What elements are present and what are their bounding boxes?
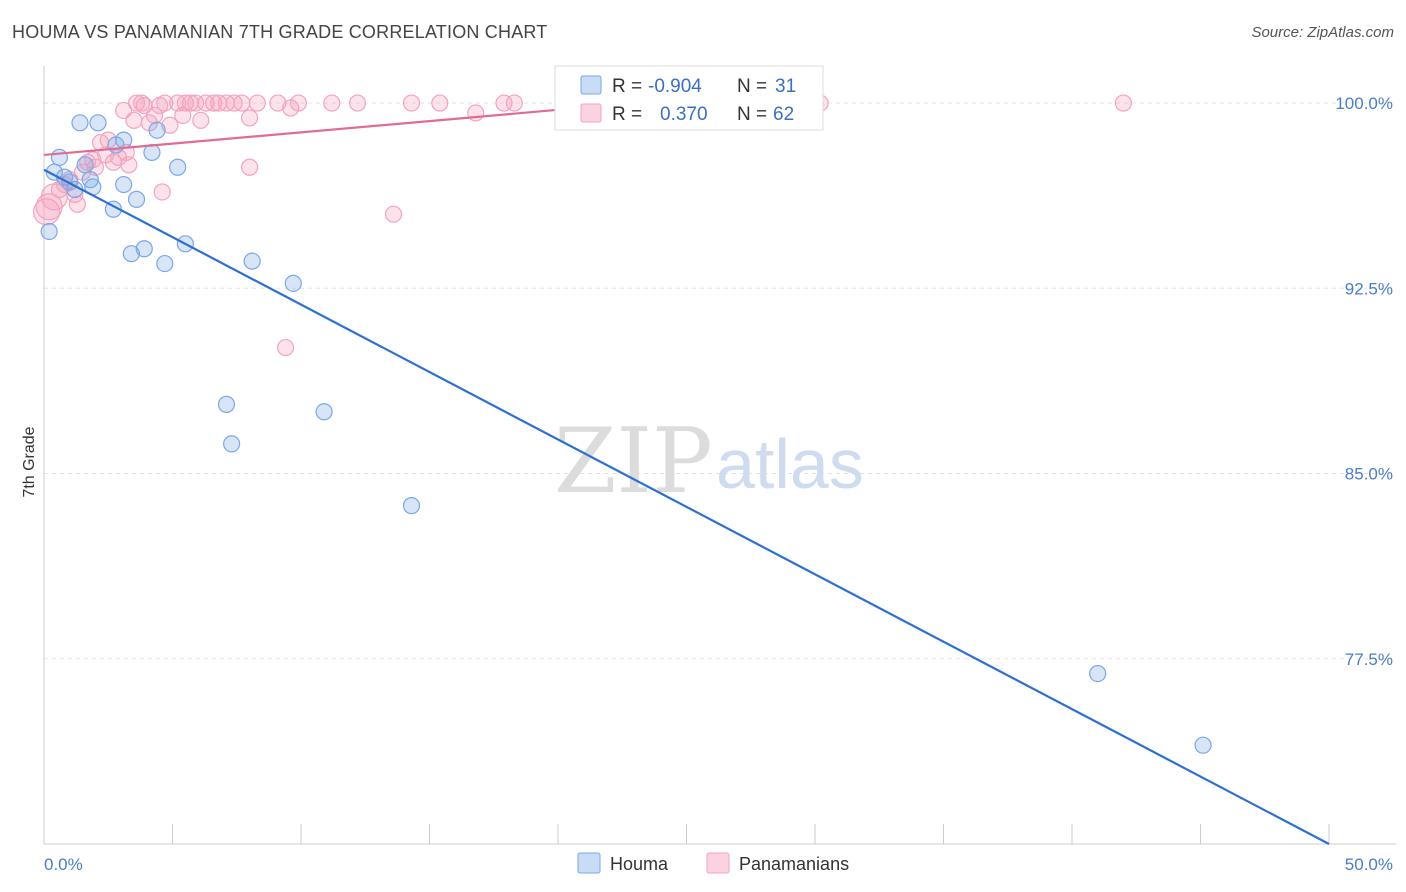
panamanian-point-59 (241, 158, 259, 176)
trend-lines (43, 101, 1330, 845)
panamanian-point-28 (161, 116, 179, 134)
panamanian-point-34 (192, 111, 210, 129)
panamanian-point-25 (145, 106, 164, 124)
panamanian-point-48 (402, 94, 421, 112)
panamanian-point-43 (269, 94, 287, 112)
panamanian-point-45 (289, 94, 308, 112)
y-tick-label-3: 100.0% (1335, 94, 1393, 113)
houma-point-20 (156, 254, 174, 273)
houma-point-26 (284, 274, 302, 292)
panamanian-point-0 (32, 198, 61, 226)
panamanian-point-27 (156, 94, 174, 112)
houma-point-16 (127, 190, 146, 208)
houma-point-0 (40, 222, 58, 241)
legend-r-value-panamanian: 0.370 (660, 104, 708, 125)
panamanian-point-42 (248, 94, 266, 112)
panamanian-point-20 (125, 111, 143, 129)
chart-title: HOUMA VS PANAMANIAN 7TH GRADE CORRELATIO… (12, 22, 548, 42)
panamanian-point-52 (505, 94, 523, 112)
legend-r-value-houma: -0.904 (648, 76, 702, 97)
series-swatch-panamanian (706, 852, 730, 874)
y-tick-label-0: 77.5% (1345, 650, 1393, 669)
y-tick-label-1: 85.0% (1345, 465, 1393, 484)
panamanian-point-49 (431, 94, 449, 112)
panamanian-point-57 (1114, 94, 1133, 112)
panamanian-point-7 (68, 195, 87, 213)
panamanian-point-60 (276, 338, 295, 357)
panamanian-point-36 (205, 94, 223, 112)
houma-point-6 (71, 114, 89, 132)
houma-point-14 (115, 131, 133, 149)
legend-n-label-houma: N = (737, 76, 767, 97)
houma-point-27 (315, 403, 333, 421)
series-legend: Houma Panamanians (577, 852, 849, 874)
houma-point-23 (217, 395, 236, 413)
panamanian-point-40 (233, 94, 251, 112)
x-tick-label-min: 0.0% (44, 855, 83, 874)
panamanian-point-58 (153, 183, 171, 201)
houma-point-7 (76, 156, 94, 174)
houma-trend-line (43, 168, 1330, 845)
panamanian-point-61 (384, 205, 403, 223)
legend-swatch-houma (580, 75, 602, 95)
panamanian-points (32, 94, 1133, 357)
panamanian-point-46 (323, 94, 341, 112)
houma-point-19 (148, 121, 166, 139)
panamanian-trend-line (43, 101, 636, 157)
y-tick-labels: 77.5% 85.0% 92.5% 100.0% (1335, 94, 1393, 669)
houma-point-24 (223, 435, 241, 453)
legend-swatch-panamanian (580, 103, 602, 123)
series-swatch-houma (577, 852, 601, 874)
series-label-panamanian: Panamanians (739, 854, 849, 874)
panamanian-point-22 (133, 94, 151, 112)
legend-r-label-panamanian: R = (612, 104, 642, 125)
houma-point-17 (135, 240, 153, 258)
axes (43, 66, 1396, 845)
houma-point-29 (1089, 664, 1107, 683)
legend-n-value-panamanian: 62 (773, 104, 794, 125)
panamanian-point-47 (348, 94, 367, 112)
x-tick-label-max: 50.0% (1345, 855, 1393, 874)
y-axis-label: 7th Grade (21, 426, 38, 497)
watermark-atlas: atlas (716, 425, 864, 503)
houma-point-30 (1194, 736, 1212, 754)
legend-n-label-panamanian: N = (737, 104, 767, 125)
houma-point-15 (122, 245, 140, 263)
watermark: ZIP atlas (554, 409, 864, 514)
houma-point-2 (50, 148, 69, 166)
watermark-zip: ZIP (554, 409, 713, 514)
panamanian-point-41 (241, 109, 259, 127)
houma-point-28 (402, 497, 421, 515)
houma-point-25 (243, 252, 261, 270)
correlation-legend: R = -0.904 N = 31 R = 0.370 N = 62 (554, 65, 824, 131)
panamanian-point-19 (120, 156, 138, 174)
source-credit: Source: ZipAtlas.com (1251, 24, 1394, 41)
houma-point-13 (115, 175, 133, 194)
houma-point-10 (89, 114, 107, 132)
panamanian-point-17 (115, 101, 133, 120)
gridlines (44, 102, 1396, 660)
legend-n-value-houma: 31 (775, 76, 796, 97)
legend-r-label-houma: R = (612, 76, 642, 97)
y-tick-label-2: 92.5% (1345, 279, 1393, 298)
series-label-houma: Houma (610, 854, 669, 874)
houma-point-21 (169, 158, 187, 176)
